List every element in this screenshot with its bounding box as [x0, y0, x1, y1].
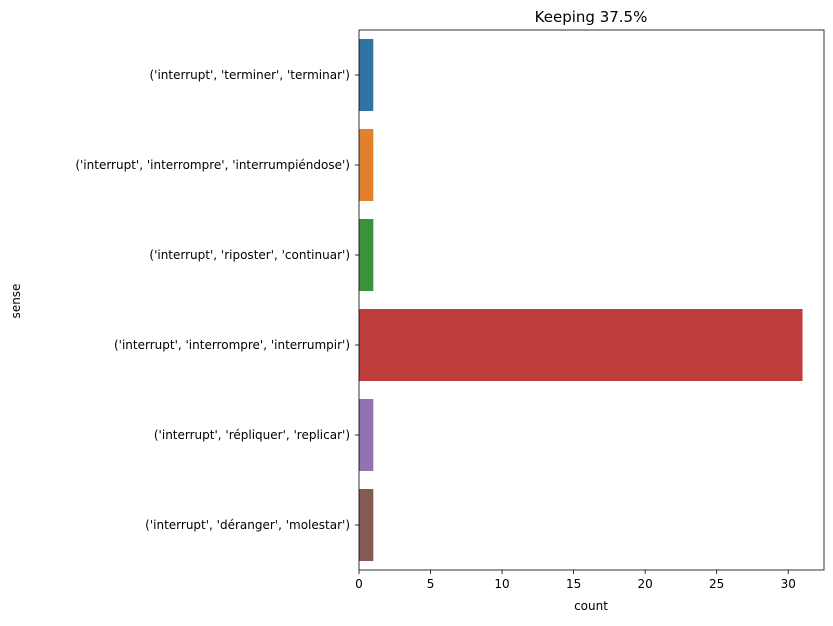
y-tick-label: ('interrupt', 'répliquer', 'replicar') — [154, 428, 350, 442]
y-tick-label: ('interrupt', 'déranger', 'molestar') — [145, 518, 350, 532]
y-tick-label: ('interrupt', 'interrompre', 'interrumpi… — [114, 338, 350, 352]
y-tick-label: ('interrupt', 'terminer', 'terminar') — [149, 68, 350, 82]
x-tick-label: 5 — [427, 577, 435, 591]
y-tick-label: ('interrupt', 'riposter', 'continuar') — [149, 248, 350, 262]
x-axis-label: count — [574, 599, 608, 613]
x-tick-label: 15 — [566, 577, 581, 591]
y-tick-labels: ('interrupt', 'terminer', 'terminar') ('i… — [75, 68, 359, 532]
x-tick-label: 30 — [781, 577, 796, 591]
bars-group — [359, 39, 803, 561]
x-tick-label: 10 — [494, 577, 509, 591]
x-tick-label: 25 — [709, 577, 724, 591]
x-ticks: 0 5 10 15 20 25 30 — [355, 570, 796, 591]
bar-3 — [359, 219, 374, 291]
x-tick-label: 20 — [638, 577, 653, 591]
bar-4 — [359, 309, 803, 381]
plot-frame — [358, 29, 825, 571]
bar-1 — [359, 39, 374, 111]
bar-6 — [359, 489, 374, 561]
bar-5 — [359, 399, 374, 471]
axes-frame — [358, 29, 825, 571]
chart-title: Keeping 37.5% — [535, 8, 648, 26]
x-tick-label: 0 — [355, 577, 363, 591]
bar-2 — [359, 129, 374, 201]
y-axis-label: sense — [9, 284, 23, 319]
y-tick-label: ('interrupt', 'interrompre', 'interrumpi… — [75, 158, 350, 172]
